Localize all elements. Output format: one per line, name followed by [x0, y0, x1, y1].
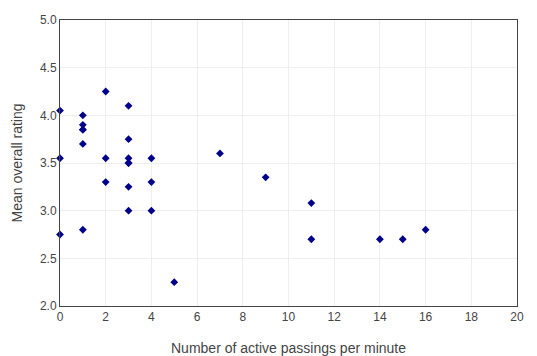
svg-text:3.5: 3.5	[40, 156, 57, 170]
svg-text:Number of active passings per: Number of active passings per minute	[171, 340, 406, 356]
svg-text:Mean overall rating: Mean overall rating	[9, 103, 25, 222]
svg-text:2: 2	[102, 310, 109, 324]
svg-text:3.0: 3.0	[40, 204, 57, 218]
svg-text:4: 4	[148, 310, 155, 324]
svg-text:8: 8	[239, 310, 246, 324]
svg-text:2.0: 2.0	[40, 299, 57, 313]
svg-text:18: 18	[465, 310, 479, 324]
svg-text:4.5: 4.5	[40, 61, 57, 75]
svg-text:6: 6	[194, 310, 201, 324]
svg-text:5.0: 5.0	[40, 13, 57, 27]
svg-text:10: 10	[282, 310, 296, 324]
svg-text:14: 14	[373, 310, 387, 324]
svg-text:0: 0	[57, 310, 64, 324]
svg-text:20: 20	[510, 310, 524, 324]
svg-text:16: 16	[419, 310, 433, 324]
svg-text:4.0: 4.0	[40, 109, 57, 123]
svg-text:2.5: 2.5	[40, 252, 57, 266]
svg-text:12: 12	[328, 310, 342, 324]
